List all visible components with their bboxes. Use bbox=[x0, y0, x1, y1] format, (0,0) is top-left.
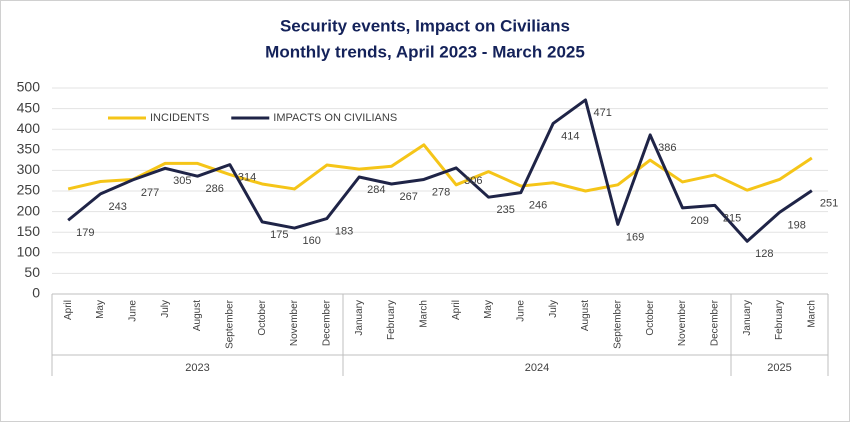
series-line bbox=[67, 143, 813, 193]
x-tick-label: March bbox=[806, 300, 817, 328]
group-label: 2024 bbox=[525, 362, 549, 374]
legend-label: IMPACTS ON CIVILIANS bbox=[273, 112, 397, 124]
y-tick-label: 0 bbox=[32, 285, 40, 301]
series-line bbox=[67, 98, 813, 243]
x-tick-label: February bbox=[386, 300, 397, 340]
data-label: 305 bbox=[173, 175, 191, 187]
y-tick-label: 200 bbox=[17, 202, 41, 218]
data-label: 175 bbox=[270, 229, 288, 241]
chart-title: Security events, Impact on Civilians bbox=[280, 16, 570, 35]
x-tick-label: April bbox=[63, 300, 74, 320]
x-tick-label: July bbox=[160, 300, 171, 318]
data-label: 246 bbox=[529, 200, 547, 212]
x-tick-label: May bbox=[483, 300, 494, 319]
data-label: 235 bbox=[497, 204, 515, 216]
x-tick-label: June bbox=[515, 300, 526, 322]
x-tick-label: October bbox=[257, 299, 268, 335]
x-tick-label: November bbox=[289, 299, 300, 346]
data-label: 128 bbox=[755, 248, 773, 260]
x-tick-label: September bbox=[224, 299, 235, 349]
data-label: 414 bbox=[561, 130, 579, 142]
data-label: 278 bbox=[432, 186, 450, 198]
y-tick-label: 350 bbox=[17, 141, 41, 157]
x-tick-label: September bbox=[612, 299, 623, 349]
data-label: 314 bbox=[238, 172, 256, 184]
data-label: 471 bbox=[594, 107, 612, 119]
group-label: 2025 bbox=[767, 362, 791, 374]
x-tick-label: December bbox=[321, 299, 332, 346]
group-label: 2023 bbox=[185, 362, 209, 374]
x-tick-label: August bbox=[192, 300, 203, 331]
y-tick-label: 50 bbox=[24, 264, 40, 280]
x-tick-label: January bbox=[742, 300, 753, 336]
data-label: 183 bbox=[335, 226, 353, 238]
data-label: 169 bbox=[626, 231, 644, 243]
data-label: 284 bbox=[367, 184, 385, 196]
x-tick-label: February bbox=[774, 300, 785, 340]
data-label: 179 bbox=[76, 227, 94, 239]
x-tick-label: December bbox=[709, 299, 720, 346]
x-tick-label: January bbox=[354, 300, 365, 336]
x-tick-label: October bbox=[645, 299, 656, 335]
y-tick-label: 500 bbox=[17, 79, 41, 95]
data-label: 267 bbox=[400, 191, 418, 203]
data-label: 198 bbox=[788, 219, 806, 231]
data-label: 251 bbox=[820, 197, 838, 209]
legend-label: INCIDENTS bbox=[150, 112, 209, 124]
x-tick-label: July bbox=[548, 300, 559, 318]
x-tick-label: May bbox=[95, 300, 106, 319]
y-tick-label: 150 bbox=[17, 223, 41, 239]
data-label: 209 bbox=[691, 215, 709, 227]
data-label: 243 bbox=[109, 201, 127, 213]
data-label: 286 bbox=[206, 183, 224, 195]
data-label: 215 bbox=[723, 212, 741, 224]
y-tick-label: 300 bbox=[17, 161, 41, 177]
data-label: 386 bbox=[658, 142, 676, 154]
data-label: 160 bbox=[303, 235, 321, 247]
y-tick-label: 250 bbox=[17, 182, 41, 198]
x-tick-label: November bbox=[677, 299, 688, 346]
data-label: 306 bbox=[464, 175, 482, 187]
chart-subtitle: Monthly trends, April 2023 - March 2025 bbox=[265, 42, 585, 61]
y-tick-label: 100 bbox=[17, 244, 41, 260]
y-tick-label: 400 bbox=[17, 120, 41, 136]
y-tick-label: 450 bbox=[17, 99, 41, 115]
data-label: 277 bbox=[141, 187, 159, 199]
x-tick-label: June bbox=[127, 300, 138, 322]
x-tick-label: March bbox=[418, 300, 429, 328]
x-tick-label: April bbox=[451, 300, 462, 320]
x-tick-label: August bbox=[580, 300, 591, 331]
